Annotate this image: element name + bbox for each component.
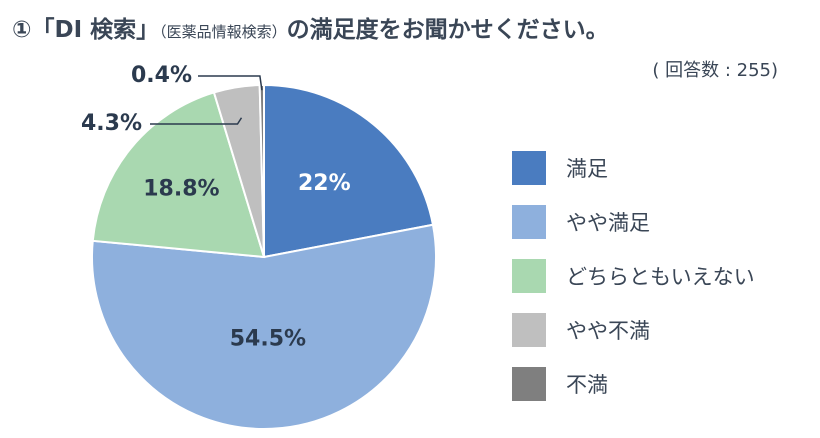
legend-label: 不満 (566, 373, 608, 397)
data-label: 22% (298, 171, 351, 196)
legend-label: 満足 (566, 157, 608, 181)
data-label: 18.8% (143, 177, 219, 202)
legend-label: やや不満 (566, 319, 650, 343)
legend-item: やや不満 (512, 312, 755, 348)
chart-title: ①「DI 検索」（医薬品情報検索）の満足度をお聞かせください。 (12, 10, 609, 44)
legend-swatch (512, 313, 546, 347)
pie-slice (91, 91, 266, 259)
legend-swatch (512, 205, 546, 239)
legend-swatch (512, 259, 546, 293)
data-label: 54.5% (230, 326, 306, 351)
title-sub: （医薬品情報検索） (159, 23, 287, 41)
pie-slice (91, 223, 437, 430)
response-count: ( 回答数 : 255) (652, 60, 778, 81)
pie-slice (263, 83, 435, 259)
data-label: 4.3% (81, 111, 142, 136)
legend-label: やや満足 (566, 211, 650, 235)
legend-swatch (512, 367, 546, 401)
legend-label: どちらともいえない (566, 265, 755, 289)
leader-line (198, 75, 263, 91)
legend-item: どちらともいえない (512, 258, 755, 294)
legend-item: 不満 (512, 366, 755, 402)
data-label: 0.4% (131, 63, 192, 88)
legend: 満足やや満足どちらともいえない やや不満不満 (512, 150, 755, 420)
legend-item: 満足 (512, 150, 755, 186)
title-main: 「DI 検索」 (31, 17, 160, 43)
title-number: ① (12, 17, 32, 43)
title-tail: の満足度をお聞かせください。 (286, 17, 609, 43)
leader-line (150, 117, 243, 125)
legend-swatch (512, 151, 546, 185)
legend-item: やや満足 (512, 204, 755, 240)
